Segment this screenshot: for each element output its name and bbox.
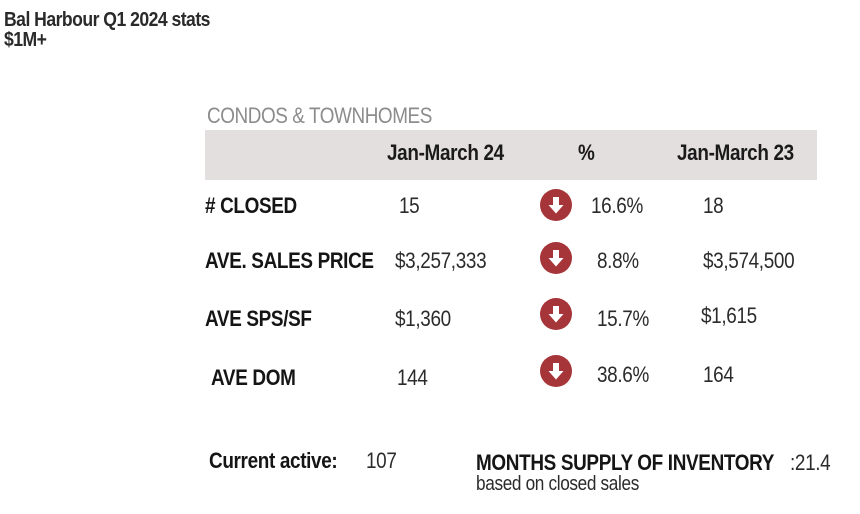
row-previous-ave-dom: 164: [703, 362, 734, 387]
row-change-ave-dom: 38.6%: [597, 362, 649, 387]
row-change-closed: 16.6%: [591, 193, 643, 218]
months-supply-note: based on closed sales: [476, 473, 639, 495]
row-current-closed: 15: [399, 193, 420, 218]
row-previous-closed: 18: [703, 193, 724, 218]
column-header-current: Jan-March 24: [387, 140, 504, 165]
row-previous-ave-sales-price: $3,574,500: [703, 248, 795, 273]
arrow-down-circle-icon: [540, 242, 572, 274]
page-title: Bal Harbour Q1 2024 stats: [4, 9, 210, 31]
row-label-ave-dom: AVE DOM: [211, 365, 296, 390]
row-label-ave-sps-sf: AVE SPS/SF: [205, 306, 312, 331]
row-current-ave-dom: 144: [397, 365, 428, 390]
row-change-ave-sps-sf: 15.7%: [597, 306, 649, 331]
arrow-down-circle-icon: [540, 298, 572, 330]
current-active-value: 107: [366, 448, 397, 473]
row-previous-ave-sps-sf: $1,615: [701, 303, 757, 328]
row-label-ave-sales-price: AVE. SALES PRICE: [205, 248, 374, 273]
column-header-previous: Jan-March 23: [677, 140, 794, 165]
arrow-down-circle-icon: [540, 355, 572, 387]
arrow-down-circle-icon: [540, 189, 572, 221]
row-change-ave-sales-price: 8.8%: [597, 248, 639, 273]
current-active-label: Current active:: [209, 448, 338, 473]
table-header-band: [205, 130, 817, 180]
row-current-ave-sales-price: $3,257,333: [395, 248, 487, 273]
page-subtitle: $1M+: [4, 29, 47, 51]
section-label: CONDOS & TOWNHOMES: [207, 103, 432, 128]
row-label-closed: # CLOSED: [205, 193, 297, 218]
column-header-percent: %: [578, 140, 595, 165]
months-supply-label: MONTHS SUPPLY OF INVENTORY: [476, 450, 775, 475]
months-supply-value: :21.4: [790, 450, 831, 475]
row-current-ave-sps-sf: $1,360: [395, 306, 451, 331]
